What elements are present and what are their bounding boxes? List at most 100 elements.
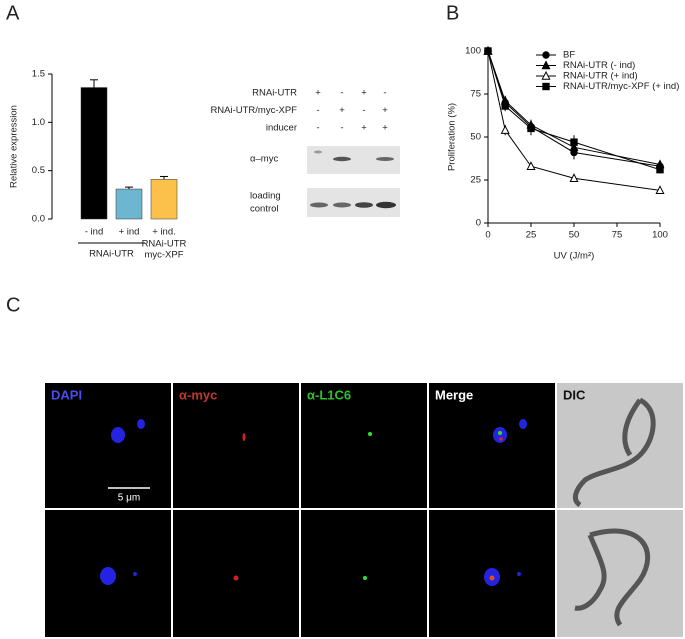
micrographs (45, 383, 683, 637)
y-axis-label: Relative expression (9, 105, 20, 188)
image (173, 383, 299, 508)
signal (499, 437, 503, 441)
panel-letter: C (6, 294, 20, 316)
kinetoplast (519, 419, 527, 429)
condition-mark: + (382, 105, 388, 116)
image (301, 510, 427, 637)
nucleus (111, 427, 125, 443)
image (173, 510, 299, 637)
blot-images (307, 146, 400, 217)
image (429, 383, 555, 508)
marker (656, 165, 664, 174)
kinetoplast (517, 572, 521, 576)
marker (570, 138, 578, 146)
condition-mark: + (361, 88, 367, 99)
band-label: α–myc (250, 154, 278, 165)
row-label: RNAi-UTR (252, 88, 297, 99)
condition-mark: + (382, 123, 388, 134)
marker (527, 124, 535, 133)
condition-mark: - (316, 105, 319, 116)
condition-mark: - (383, 88, 386, 99)
cell (574, 528, 651, 627)
y-axis-label: Proliferation (%) (447, 103, 458, 171)
marker (484, 47, 492, 55)
signal (368, 432, 372, 436)
band (355, 202, 373, 208)
y-tick-label: 75 (470, 89, 481, 100)
y-tick-label: 0.5 (32, 165, 45, 176)
band (333, 156, 351, 162)
x-tick-label: - ind (85, 227, 103, 238)
y-tick-label: 0.0 (32, 214, 45, 225)
band (376, 201, 396, 209)
legend-label: RNAi-UTR (- ind) (563, 60, 635, 71)
kinetoplast (137, 419, 145, 429)
x-tick-label: 100 (652, 230, 668, 241)
marker (500, 125, 510, 134)
x-tick-label: 50 (569, 230, 580, 241)
group-label: myc-XPF (144, 250, 183, 261)
nucleus (100, 567, 116, 585)
legend-label: BF (563, 50, 575, 61)
signal (233, 575, 239, 581)
image (301, 383, 427, 508)
band-label: loading (250, 191, 281, 202)
image (45, 383, 171, 508)
y-tick-label: 1.0 (32, 117, 45, 128)
signal (363, 576, 367, 580)
band (333, 202, 351, 208)
signal (498, 431, 502, 435)
group-label: RNAi-UTR (89, 249, 134, 260)
condition-mark: + (339, 105, 345, 116)
kinetoplast (133, 572, 137, 576)
band (314, 150, 322, 154)
channel-label: α-myc (179, 387, 217, 402)
signal (242, 433, 246, 441)
channel-label: DAPI (51, 387, 82, 402)
marker (541, 60, 551, 70)
band (310, 202, 328, 208)
x-tick-label: + ind. (152, 227, 176, 238)
condition-mark: - (362, 105, 365, 116)
y-tick-label: 100 (465, 46, 481, 57)
signal (489, 575, 495, 581)
channel-label: Merge (435, 387, 473, 402)
x-tick-label: 75 (612, 230, 623, 241)
channel-label: α-L1C6 (307, 387, 351, 402)
x-axis-label: UV (J/m²) (554, 251, 595, 262)
y-tick-label: 50 (470, 132, 481, 143)
bar (115, 188, 143, 220)
band-label: control (250, 204, 279, 215)
channel-label: DIC (563, 387, 586, 402)
x-tick-label: 25 (526, 230, 537, 241)
condition-mark: + (361, 123, 367, 134)
marker (655, 185, 665, 195)
y-tick-label: 25 (470, 175, 481, 186)
row-label: inducer (266, 123, 297, 134)
band (376, 157, 394, 161)
x-tick-label: + ind (119, 227, 140, 238)
panel-letter: B (446, 2, 459, 24)
x-tick-label: 0 (485, 230, 490, 241)
marker (501, 102, 509, 110)
y-tick-label: 0 (476, 218, 481, 229)
row-label: RNAi-UTR/myc-XPF (210, 105, 297, 116)
scale-label: 5 μm (118, 493, 140, 504)
legend-label: RNAi-UTR/myc-XPF (+ ind) (563, 81, 679, 92)
marker (541, 70, 551, 80)
marker (526, 161, 536, 170)
condition-mark: - (316, 123, 319, 134)
condition-mark: + (315, 88, 321, 99)
marker (569, 173, 579, 182)
condition-mark: - (340, 123, 343, 134)
legend-label: RNAi-UTR (+ ind) (563, 71, 638, 82)
bar (80, 87, 108, 220)
cell (572, 397, 656, 508)
group-label: RNAi-UTR (142, 239, 187, 250)
panel-letter: A (6, 2, 20, 24)
marker (542, 82, 550, 91)
bar (150, 179, 178, 220)
marker (542, 51, 550, 59)
